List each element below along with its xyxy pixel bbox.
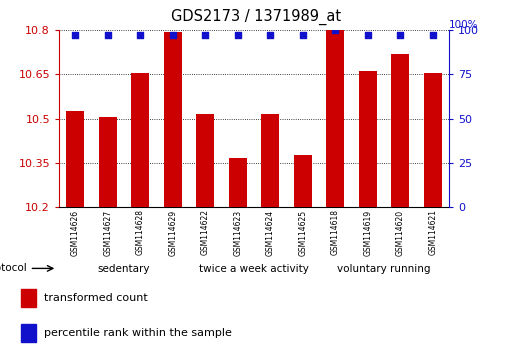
Text: 100%: 100% <box>449 20 479 30</box>
Bar <box>21 290 36 307</box>
Text: transformed count: transformed count <box>44 293 147 303</box>
Text: twice a week activity: twice a week activity <box>199 264 309 274</box>
Point <box>233 33 242 38</box>
Text: GSM114620: GSM114620 <box>396 210 405 256</box>
Bar <box>261 114 279 207</box>
Text: GDS2173 / 1371989_at: GDS2173 / 1371989_at <box>171 9 342 25</box>
Bar <box>359 72 377 207</box>
Point <box>71 33 80 38</box>
Text: voluntary running: voluntary running <box>337 264 430 274</box>
Bar <box>196 114 214 207</box>
Point <box>428 33 437 38</box>
Text: percentile rank within the sample: percentile rank within the sample <box>44 328 231 338</box>
Bar <box>99 117 116 207</box>
Point <box>396 33 404 38</box>
Point <box>201 33 209 38</box>
Point <box>266 33 274 38</box>
Bar <box>326 30 344 207</box>
Bar <box>131 73 149 207</box>
Point <box>331 27 339 33</box>
Bar <box>391 54 409 207</box>
Point <box>169 33 177 38</box>
Text: GSM114626: GSM114626 <box>71 210 80 256</box>
Text: GSM114627: GSM114627 <box>103 210 112 256</box>
Bar <box>66 111 84 207</box>
Text: GSM114625: GSM114625 <box>298 210 307 256</box>
Text: GSM114619: GSM114619 <box>363 210 372 256</box>
Text: GSM114623: GSM114623 <box>233 210 242 256</box>
Text: GSM114624: GSM114624 <box>266 210 274 256</box>
Bar <box>424 73 442 207</box>
Text: GSM114622: GSM114622 <box>201 210 210 255</box>
Text: sedentary: sedentary <box>97 264 150 274</box>
Text: GSM114629: GSM114629 <box>168 210 177 256</box>
Bar <box>164 32 182 207</box>
Text: GSM114628: GSM114628 <box>136 210 145 255</box>
Point <box>136 33 144 38</box>
Point <box>299 33 307 38</box>
Bar <box>229 158 247 207</box>
Text: GSM114621: GSM114621 <box>428 210 437 255</box>
Bar <box>21 325 36 342</box>
Bar <box>294 155 311 207</box>
Point <box>364 33 372 38</box>
Text: GSM114618: GSM114618 <box>331 210 340 255</box>
Point <box>104 33 112 38</box>
Text: protocol: protocol <box>0 263 27 273</box>
